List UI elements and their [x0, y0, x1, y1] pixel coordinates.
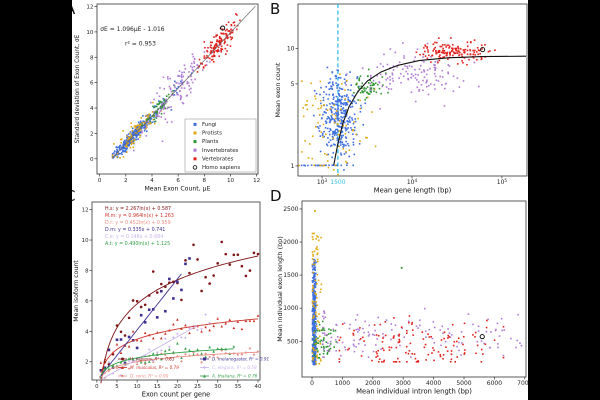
svg-text:8: 8	[85, 268, 89, 274]
svg-text:Mean individual exon length (b: Mean individual exon length (bp)	[276, 236, 284, 341]
svg-text:Mean individual intron length: Mean individual intron length (bp)	[356, 388, 472, 396]
svg-text:1000: 1000	[283, 305, 298, 312]
svg-text:4: 4	[85, 329, 89, 335]
svg-text:7000: 7000	[517, 380, 528, 387]
panel-label-a: A	[72, 2, 75, 17]
svg-text:Standard deviation of Exon Cou: Standard deviation of Exon Count, σE	[75, 34, 81, 143]
panel-b-chart: 103 1500 104 105 1 5 10 Mean gene length (bp) Me…	[274, 3, 528, 195]
svg-text:D. rerio, R² = 0.90: D. rerio, R² = 0.90	[130, 374, 169, 379]
svg-text:8: 8	[90, 55, 94, 61]
svg-text:40: 40	[255, 384, 262, 390]
svg-text:Vertebrates: Vertebrates	[202, 156, 234, 162]
svg-text:M. musculus, R² = 0.79: M. musculus, R² = 0.79	[130, 365, 179, 370]
svg-text:0: 0	[310, 380, 314, 387]
svg-text:5000: 5000	[456, 380, 471, 387]
svg-text:2000: 2000	[283, 239, 298, 246]
svg-text:r² = 0.953: r² = 0.953	[125, 41, 156, 48]
svg-text:1000: 1000	[335, 380, 350, 387]
svg-text:5: 5	[115, 384, 118, 390]
svg-text:35: 35	[234, 384, 241, 390]
svg-text:D.m: y = 0.335x + 0.741: D.m: y = 0.335x + 0.741	[105, 227, 165, 233]
svg-text:H.s: y = 2.267ln(x) + 0.587: H.s: y = 2.267ln(x) + 0.587	[105, 206, 171, 212]
panel-c-chart: 0 5 10 15 20 25 30 35 40 2 4 6 8 10 12 Exon count per g…	[73, 201, 270, 399]
svg-text:Homo sapiens: Homo sapiens	[202, 165, 240, 171]
svg-text:Mean Exon Count, μE: Mean Exon Count, μE	[144, 186, 210, 193]
svg-text:2: 2	[85, 360, 88, 366]
svg-text:σE = 1.096μE - 1.016: σE = 1.096μE - 1.016	[100, 26, 165, 33]
svg-text:12: 12	[253, 178, 260, 184]
svg-text:10: 10	[227, 178, 235, 184]
svg-text:A. thaliana, R² = 0.76: A. thaliana, R² = 0.76	[211, 374, 258, 379]
svg-text:103: 103	[317, 178, 328, 186]
svg-text:Plants: Plants	[202, 139, 219, 145]
svg-text:H. sapiens, R² = 0.83: H. sapiens, R² = 0.83	[130, 357, 175, 362]
svg-text:Exon count per gene: Exon count per gene	[142, 391, 210, 399]
svg-text:A.t: y = 0.490ln(x) + 1.125: A.t: y = 0.490ln(x) + 1.125	[105, 241, 170, 247]
svg-text:M.m: y = 0.964ln(x) + 1.263: M.m: y = 0.964ln(x) + 1.263	[105, 213, 174, 219]
svg-text:Mean isoform count: Mean isoform count	[73, 260, 80, 322]
panel-label-c: C	[72, 189, 75, 204]
figure-white-area: 0 2 4 6 8 10 12 0 2 4 6 8 10 12 Mean Exon Count, μE Sta…	[72, 0, 528, 400]
panel-label-b: B	[270, 0, 281, 18]
svg-text:30: 30	[214, 384, 221, 390]
svg-text:10: 10	[134, 384, 141, 390]
svg-text:8: 8	[203, 178, 207, 184]
svg-text:25: 25	[194, 384, 201, 390]
svg-text:Fungi: Fungi	[202, 122, 217, 128]
svg-text:6: 6	[85, 299, 89, 305]
svg-text:4000: 4000	[426, 380, 441, 387]
svg-text:3000: 3000	[396, 380, 411, 387]
svg-text:1: 1	[291, 163, 295, 170]
svg-text:104: 104	[407, 178, 418, 186]
svg-text:Invertebrates: Invertebrates	[202, 148, 239, 154]
svg-text:1500: 1500	[283, 272, 298, 279]
svg-text:C.e: y = 0.148x + 0.684: C.e: y = 0.148x + 0.684	[105, 234, 163, 240]
panel-label-d: D	[270, 187, 282, 205]
svg-text:12: 12	[86, 5, 93, 11]
svg-text:D. melanogaster, R² = 0.91: D. melanogaster, R² = 0.91	[212, 357, 270, 362]
svg-text:5: 5	[291, 81, 295, 88]
svg-text:12: 12	[82, 208, 89, 214]
svg-text:6: 6	[176, 178, 180, 184]
svg-text:C. elegans, R² = 0.58: C. elegans, R² = 0.58	[212, 365, 257, 370]
svg-text:4: 4	[90, 106, 94, 112]
svg-text:Mean gene length (bp): Mean gene length (bp)	[374, 187, 452, 195]
svg-text:500: 500	[287, 338, 299, 345]
svg-text:10: 10	[86, 30, 94, 36]
svg-text:1500: 1500	[330, 179, 345, 186]
svg-text:15: 15	[154, 384, 161, 390]
svg-text:2000: 2000	[365, 380, 380, 387]
svg-text:6000: 6000	[487, 380, 502, 387]
svg-text:2: 2	[124, 178, 128, 184]
svg-text:105: 105	[497, 178, 508, 186]
svg-text:2: 2	[90, 131, 94, 137]
panel-a-chart: 0 2 4 6 8 10 12 0 2 4 6 8 10 12 Mean Exon Count, μE Sta…	[75, 3, 260, 193]
svg-text:6: 6	[90, 81, 94, 87]
svg-text:Protists: Protists	[202, 131, 222, 137]
svg-text:0: 0	[90, 157, 94, 163]
svg-text:Mean exon count: Mean exon count	[274, 62, 282, 117]
svg-text:10: 10	[82, 238, 89, 244]
svg-text:0: 0	[95, 384, 99, 390]
svg-text:0: 0	[98, 178, 102, 184]
panel-d-chart: 0 1000 2000 3000 4000 5000 6000 7000 500 1000 1500…	[276, 200, 528, 396]
svg-text:10: 10	[287, 46, 295, 53]
svg-text:2500: 2500	[283, 206, 298, 213]
svg-text:20: 20	[174, 384, 181, 390]
svg-text:D.r: y = 0.452ln(x) + 0.959: D.r: y = 0.452ln(x) + 0.959	[105, 220, 171, 226]
svg-text:4: 4	[150, 178, 154, 184]
